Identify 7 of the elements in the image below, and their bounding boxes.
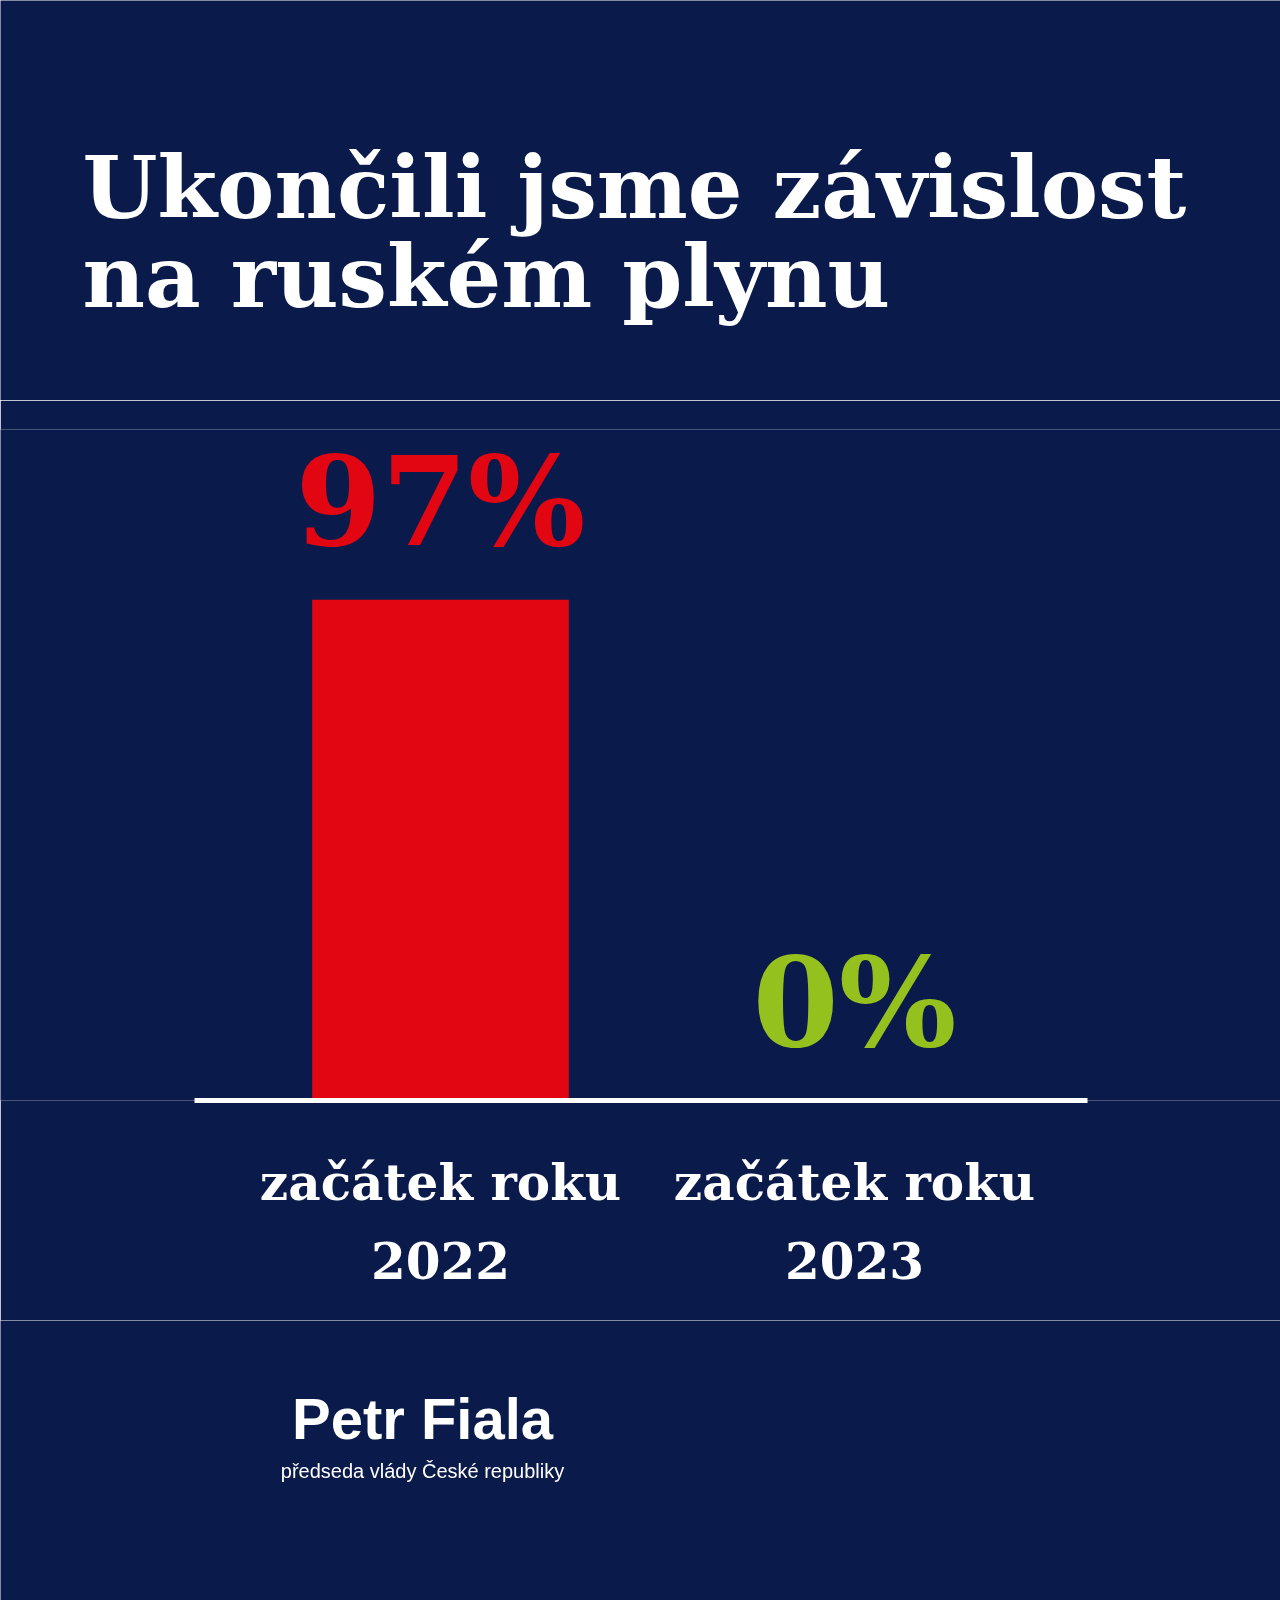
text: Petr Fiala — [291, 1386, 554, 1451]
x-tick-label: začátek roku 2022 — [259, 1152, 622, 1292]
chart-title: Ukončili jsme závislost na ruském plynu — [82, 137, 1187, 327]
data-label: 0% — [752, 929, 957, 1075]
x-tick-label: začátek roku 2023 — [673, 1152, 1036, 1292]
data-label: 97% — [295, 428, 586, 574]
text: předseda vlády České republiky — [280, 1459, 565, 1482]
